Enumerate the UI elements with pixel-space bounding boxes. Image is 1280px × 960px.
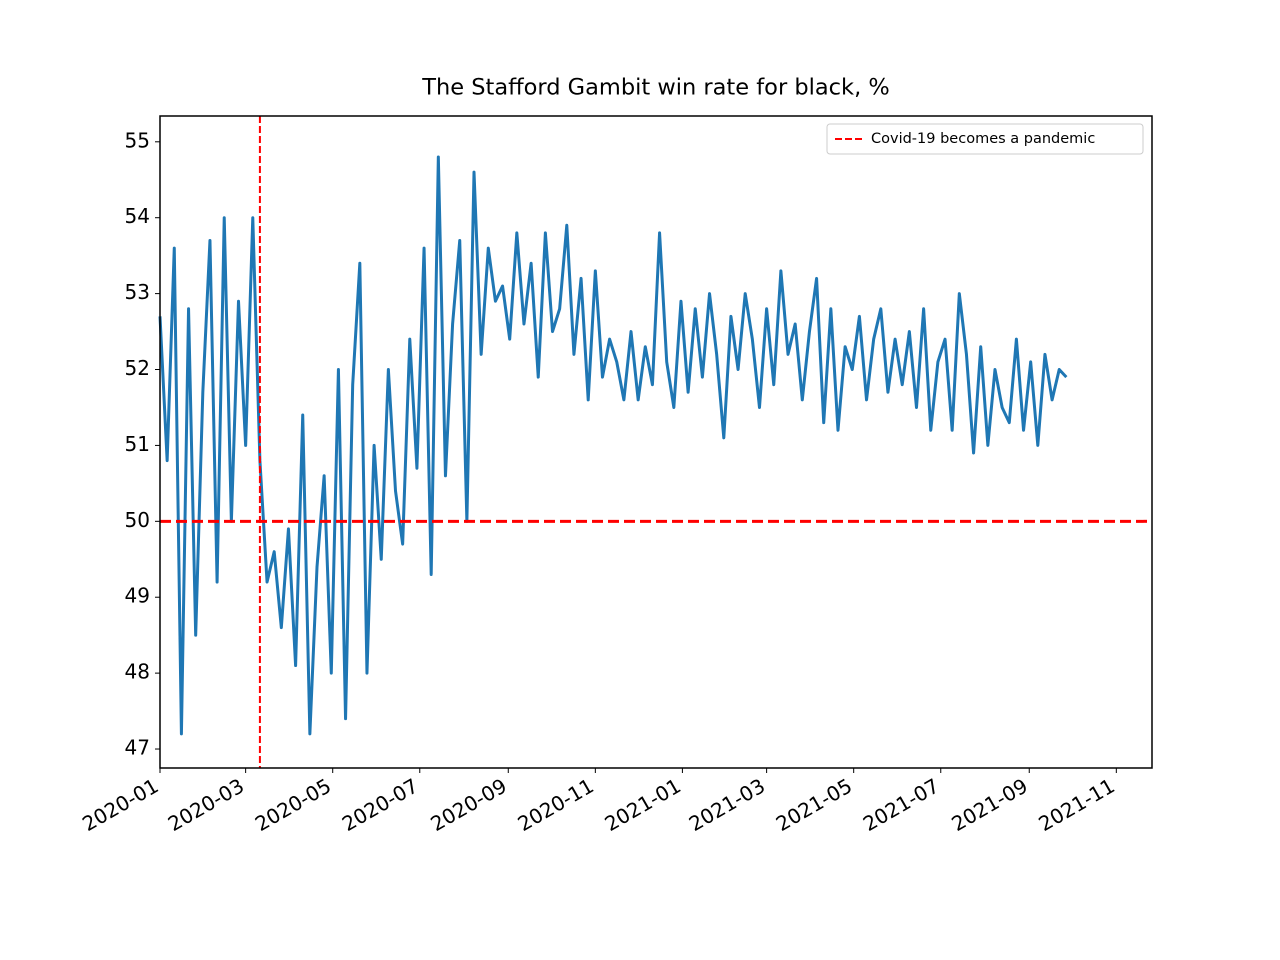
y-tick-label: 55 — [125, 128, 150, 152]
data-line — [158, 155, 1068, 736]
y-tick-label: 50 — [125, 508, 150, 532]
y-tick-label: 51 — [125, 432, 150, 456]
y-tick-label: 53 — [125, 280, 150, 304]
chart-title: The Stafford Gambit win rate for black, … — [421, 75, 890, 101]
y-tick-label: 48 — [125, 660, 150, 684]
y-tick-label: 54 — [125, 204, 150, 228]
y-tick-label: 47 — [125, 736, 150, 760]
legend-box — [826, 123, 1144, 155]
legend: Covid-19 becomes a pandemic — [826, 123, 1144, 155]
y-tick-label: 49 — [125, 584, 150, 608]
plot-frame — [159, 115, 1153, 769]
legend-label: Covid-19 becomes a pandemic — [871, 131, 1095, 147]
y-tick-label: 52 — [125, 356, 150, 380]
